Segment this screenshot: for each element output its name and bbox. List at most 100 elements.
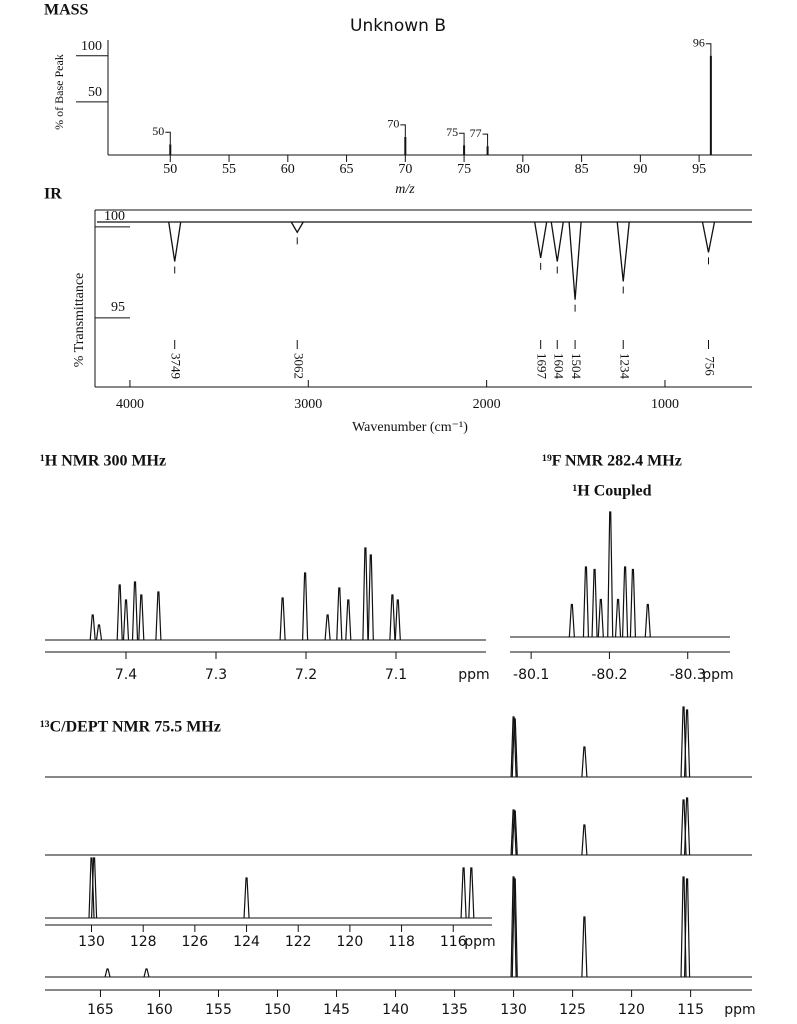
peak-label: 77: [470, 126, 482, 140]
x-tick-label: 50: [163, 162, 177, 177]
x-tick-label: 120: [618, 1002, 645, 1018]
peak-label-bracket: [165, 131, 171, 145]
peak: [138, 594, 145, 641]
x-tick-label: -80.1: [513, 667, 549, 683]
chart-subtitle: ¹H Coupled: [572, 483, 651, 500]
peak-label: 3062: [291, 353, 306, 379]
x-tick-label: 150: [264, 1002, 291, 1018]
peak-label: 1604: [551, 353, 566, 380]
peak: [644, 603, 651, 638]
peak: [89, 614, 96, 641]
peak-label: 1697: [535, 353, 550, 380]
peak: [279, 597, 286, 641]
x-tick-label: 7.4: [115, 667, 137, 683]
dip: [534, 221, 548, 258]
peak: [591, 568, 598, 638]
peak: [389, 594, 396, 641]
peak: [511, 810, 518, 856]
chart-title: Unknown B: [350, 16, 446, 36]
peak: [607, 511, 614, 638]
peak: [597, 598, 604, 638]
inset-bg: [45, 858, 492, 953]
peak: [104, 968, 111, 978]
x-tick-label: 7.3: [205, 667, 227, 683]
peak: [367, 554, 374, 641]
peak-label: 3749: [169, 353, 184, 379]
peak: [510, 876, 517, 978]
x-tick-label: 160: [146, 1002, 173, 1018]
chart-title: ¹H NMR 300 MHz: [40, 453, 166, 470]
peak: [683, 878, 691, 978]
peak: [345, 599, 352, 641]
peak-label-bracket: [482, 133, 489, 147]
x-tick-label: -80.2: [591, 667, 627, 683]
y-axis-label: % Transmittance: [72, 273, 87, 368]
peak: [116, 584, 123, 641]
x-tick-label: 130: [500, 1002, 527, 1018]
peak-label: 756: [703, 356, 718, 376]
y-axis-label: % of Base Peak: [52, 54, 66, 130]
x-tick-label: 75: [457, 162, 471, 177]
peak-label: 1234: [617, 353, 632, 380]
peak: [143, 968, 150, 978]
dip: [550, 221, 564, 262]
x-tick-label: 1000: [651, 397, 679, 412]
peak: [336, 587, 343, 641]
x-tick-label: 135: [441, 1002, 468, 1018]
x-tick-label: 124: [233, 934, 260, 950]
peak: [581, 824, 588, 856]
peak-label: 96: [693, 35, 705, 49]
x-tick-label: 116: [440, 934, 467, 950]
peak: [324, 614, 331, 641]
dip: [568, 221, 582, 300]
peak: [683, 797, 691, 856]
peak: [460, 867, 467, 919]
y-tick-label: 95: [111, 300, 125, 315]
peak-label: 1504: [569, 353, 584, 380]
dip: [701, 221, 716, 253]
peak: [683, 709, 691, 778]
peak: [122, 599, 130, 641]
x-tick-label: 95: [692, 162, 706, 177]
x-tick-label: 60: [281, 162, 295, 177]
x-tick-label: 130: [78, 934, 105, 950]
x-tick-label: 7.2: [295, 667, 317, 683]
x-axis-label: ppm: [464, 934, 495, 950]
x-tick-label: 4000: [116, 397, 144, 412]
peak: [614, 598, 622, 638]
x-tick-label: 90: [633, 162, 647, 177]
peak: [468, 867, 475, 919]
peak: [362, 547, 369, 641]
peak-label: 70: [387, 117, 399, 131]
section-label: MASS: [44, 2, 89, 19]
x-tick-label: 120: [337, 934, 364, 950]
peak: [581, 916, 588, 978]
peak: [510, 716, 517, 778]
dip: [616, 221, 630, 282]
x-tick-label: 85: [575, 162, 589, 177]
x-tick-label: 80: [516, 162, 530, 177]
x-axis-label: ppm: [724, 1002, 755, 1018]
peak-label: 75: [446, 125, 458, 139]
x-tick-label: 65: [340, 162, 354, 177]
peak: [243, 877, 250, 919]
chart-title: ¹⁹F NMR 282.4 MHz: [542, 453, 682, 470]
y-tick-label: 100: [104, 209, 125, 224]
dip: [168, 221, 182, 262]
x-tick-label: 165: [87, 1002, 114, 1018]
peak-label-bracket: [400, 124, 406, 137]
x-tick-label: 125: [559, 1002, 586, 1018]
peak-label: 50: [152, 124, 164, 138]
peak: [394, 599, 401, 641]
dip: [290, 221, 304, 234]
peak: [581, 746, 588, 778]
chart-title: ¹³C/DEPT NMR 75.5 MHz: [40, 719, 221, 736]
x-tick-label: 3000: [294, 397, 322, 412]
y-tick-label: 100: [81, 39, 102, 54]
x-tick-label: 145: [323, 1002, 350, 1018]
peak: [510, 809, 517, 856]
x-tick-label: 55: [222, 162, 236, 177]
peak: [155, 591, 162, 641]
peak: [582, 566, 590, 638]
